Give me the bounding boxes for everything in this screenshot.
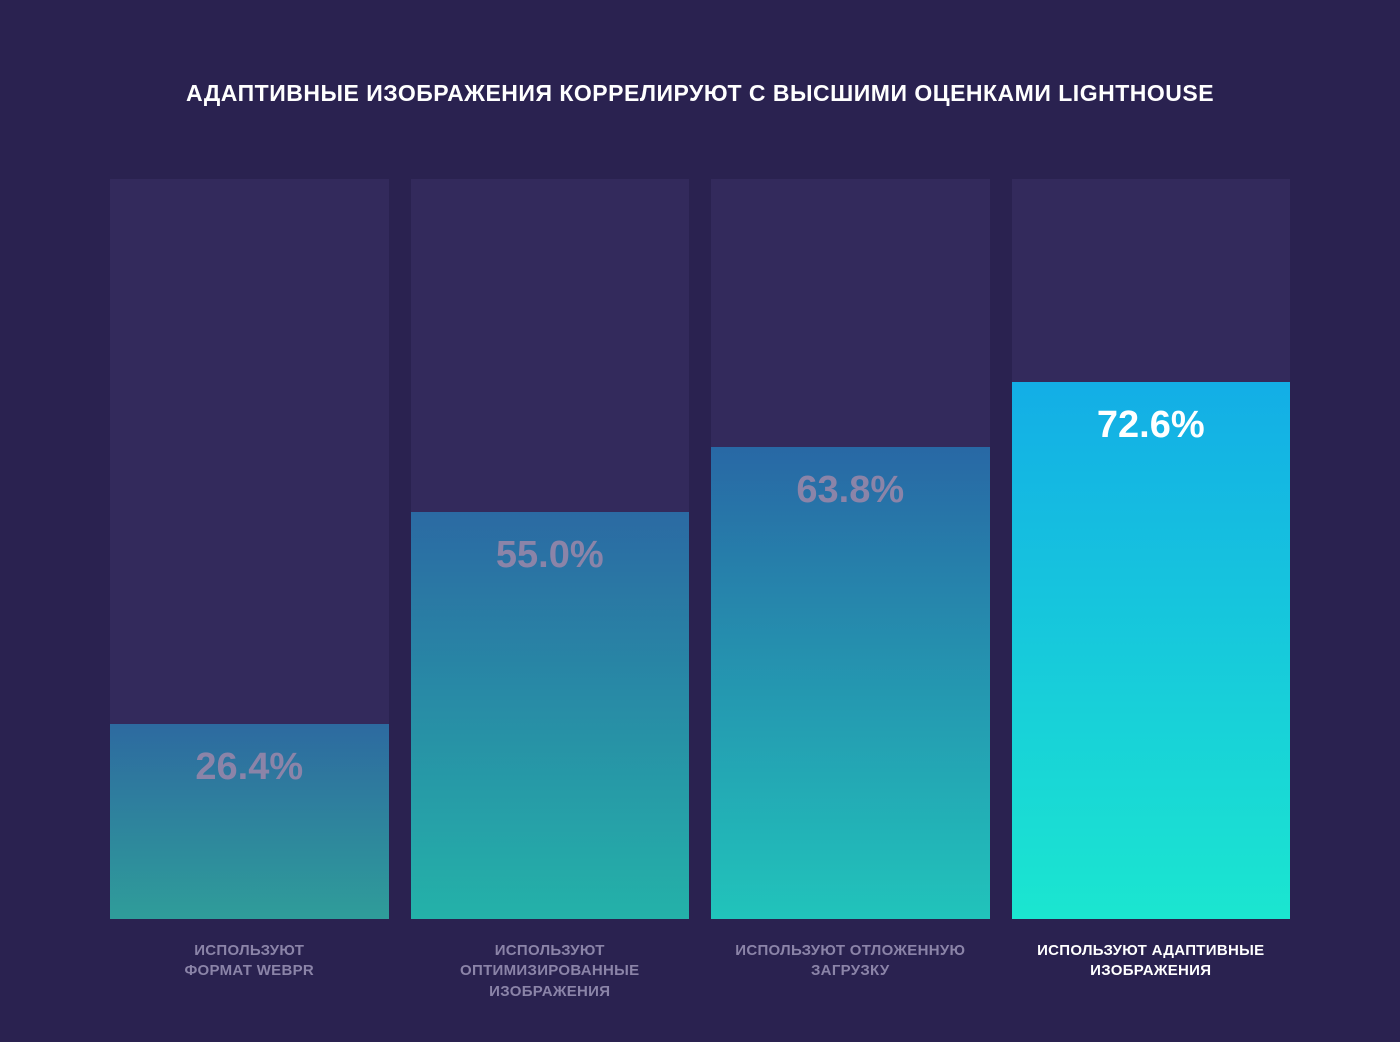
labels-container: ИСПОЛЬЗУЮТ ФОРМАТ WEBPR ИСПОЛЬЗУЮТ ОПТИМ… [110,941,1290,1002]
bar-value-label: 63.8% [711,469,990,512]
bar-category-label: ИСПОЛЬЗУЮТ ФОРМАТ WEBPR [110,941,389,1002]
bar-fill: 55.0% [411,512,690,919]
bar-column: 63.8% [711,179,990,919]
bar-fill: 72.6% [1012,382,1291,919]
chart-canvas: АДАПТИВНЫЕ ИЗОБРАЖЕНИЯ КОРРЕЛИРУЮТ С ВЫС… [0,0,1400,1042]
bar-category-label: ИСПОЛЬЗУЮТ ОТЛОЖЕННУЮ ЗАГРУЗКУ [711,941,990,1002]
chart-title: АДАПТИВНЫЕ ИЗОБРАЖЕНИЯ КОРРЕЛИРУЮТ С ВЫС… [110,80,1290,107]
bar-value-label: 26.4% [110,746,389,789]
bar-column: 72.6% [1012,179,1291,919]
bar-value-label: 55.0% [411,534,690,577]
bar-track: 26.4% [110,179,389,919]
bar-track: 55.0% [411,179,690,919]
bars-container: 26.4% 55.0% 63.8% [110,179,1290,919]
bar-track: 72.6% [1012,179,1291,919]
bar-value-label: 72.6% [1012,404,1291,447]
bar-category-label: ИСПОЛЬЗУЮТ АДАПТИВНЫЕ ИЗОБРАЖЕНИЯ [1012,941,1291,1002]
bar-column: 55.0% [411,179,690,919]
bar-category-label: ИСПОЛЬЗУЮТ ОПТИМИЗИРОВАННЫЕ ИЗОБРАЖЕНИЯ [411,941,690,1002]
bar-track: 63.8% [711,179,990,919]
bar-fill: 26.4% [110,724,389,919]
bar-fill: 63.8% [711,447,990,919]
bar-column: 26.4% [110,179,389,919]
